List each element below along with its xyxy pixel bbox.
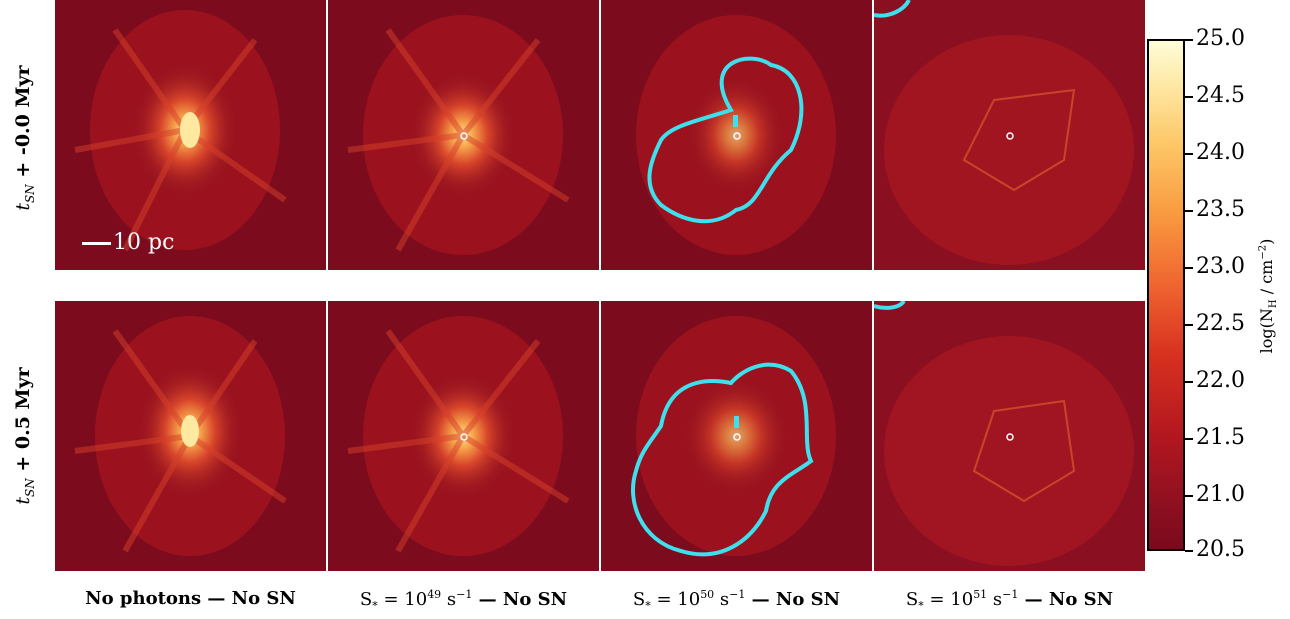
- panel-r1-c2: [328, 0, 599, 270]
- colorbar-tick-label: 25.0: [1196, 26, 1245, 51]
- column-label-3: S* = 1050 s−1 — No SN: [632, 588, 841, 613]
- scale-bar-label: 10 pc: [113, 230, 175, 255]
- colorbar-tick-label: 24.5: [1196, 83, 1245, 108]
- colorbar-tick: [1185, 96, 1193, 98]
- row-label-1: tSN + -0.0 Myr: [12, 65, 37, 211]
- ionization-front-contour: [647, 56, 804, 224]
- ionization-front-contour-2: [631, 362, 814, 557]
- colorbar-tick: [1185, 550, 1193, 552]
- colorbar-tick-label: 24.0: [1196, 140, 1245, 165]
- panel-r2-c4: [874, 301, 1145, 571]
- colorbar-tick: [1185, 267, 1193, 269]
- colorbar-title: log(NH / cm−2): [1256, 238, 1280, 354]
- colorbar-tick-label: 23.0: [1196, 254, 1245, 279]
- panel-r2-c1: [55, 301, 326, 571]
- panel-r1-c4: [874, 0, 1145, 270]
- colorbar-tick: [1185, 210, 1193, 212]
- panel-r1-c3: [601, 0, 872, 270]
- column-label-4: S* = 1051 s−1 — No SN: [905, 588, 1114, 613]
- colorbar-tick: [1185, 153, 1193, 155]
- colorbar-tick-label: 20.5: [1196, 537, 1245, 562]
- panel-r2-c2: [328, 301, 599, 571]
- colorbar-tick: [1185, 324, 1193, 326]
- column-label-2: S* = 1049 s−1 — No SN: [359, 588, 568, 613]
- panel-r2-c3: [601, 301, 872, 571]
- colorbar-tick-label: 22.0: [1196, 368, 1245, 393]
- colorbar-tick: [1185, 381, 1193, 383]
- colorbar-tick: [1185, 438, 1193, 440]
- colorbar-tick-label: 22.5: [1196, 311, 1245, 336]
- scale-bar: [82, 242, 111, 245]
- colorbar: [1147, 39, 1185, 551]
- colorbar-tick-label: 23.5: [1196, 197, 1245, 222]
- colorbar-tick-label: 21.0: [1196, 482, 1245, 507]
- colorbar-tick-label: 21.5: [1196, 425, 1245, 450]
- colorbar-tick: [1185, 39, 1193, 41]
- colorbar-tick: [1185, 495, 1193, 497]
- column-label-1: No photons — No SN: [85, 588, 296, 609]
- panel-r1-c1: [55, 0, 326, 270]
- row-label-2: tSN + 0.5 Myr: [12, 367, 37, 505]
